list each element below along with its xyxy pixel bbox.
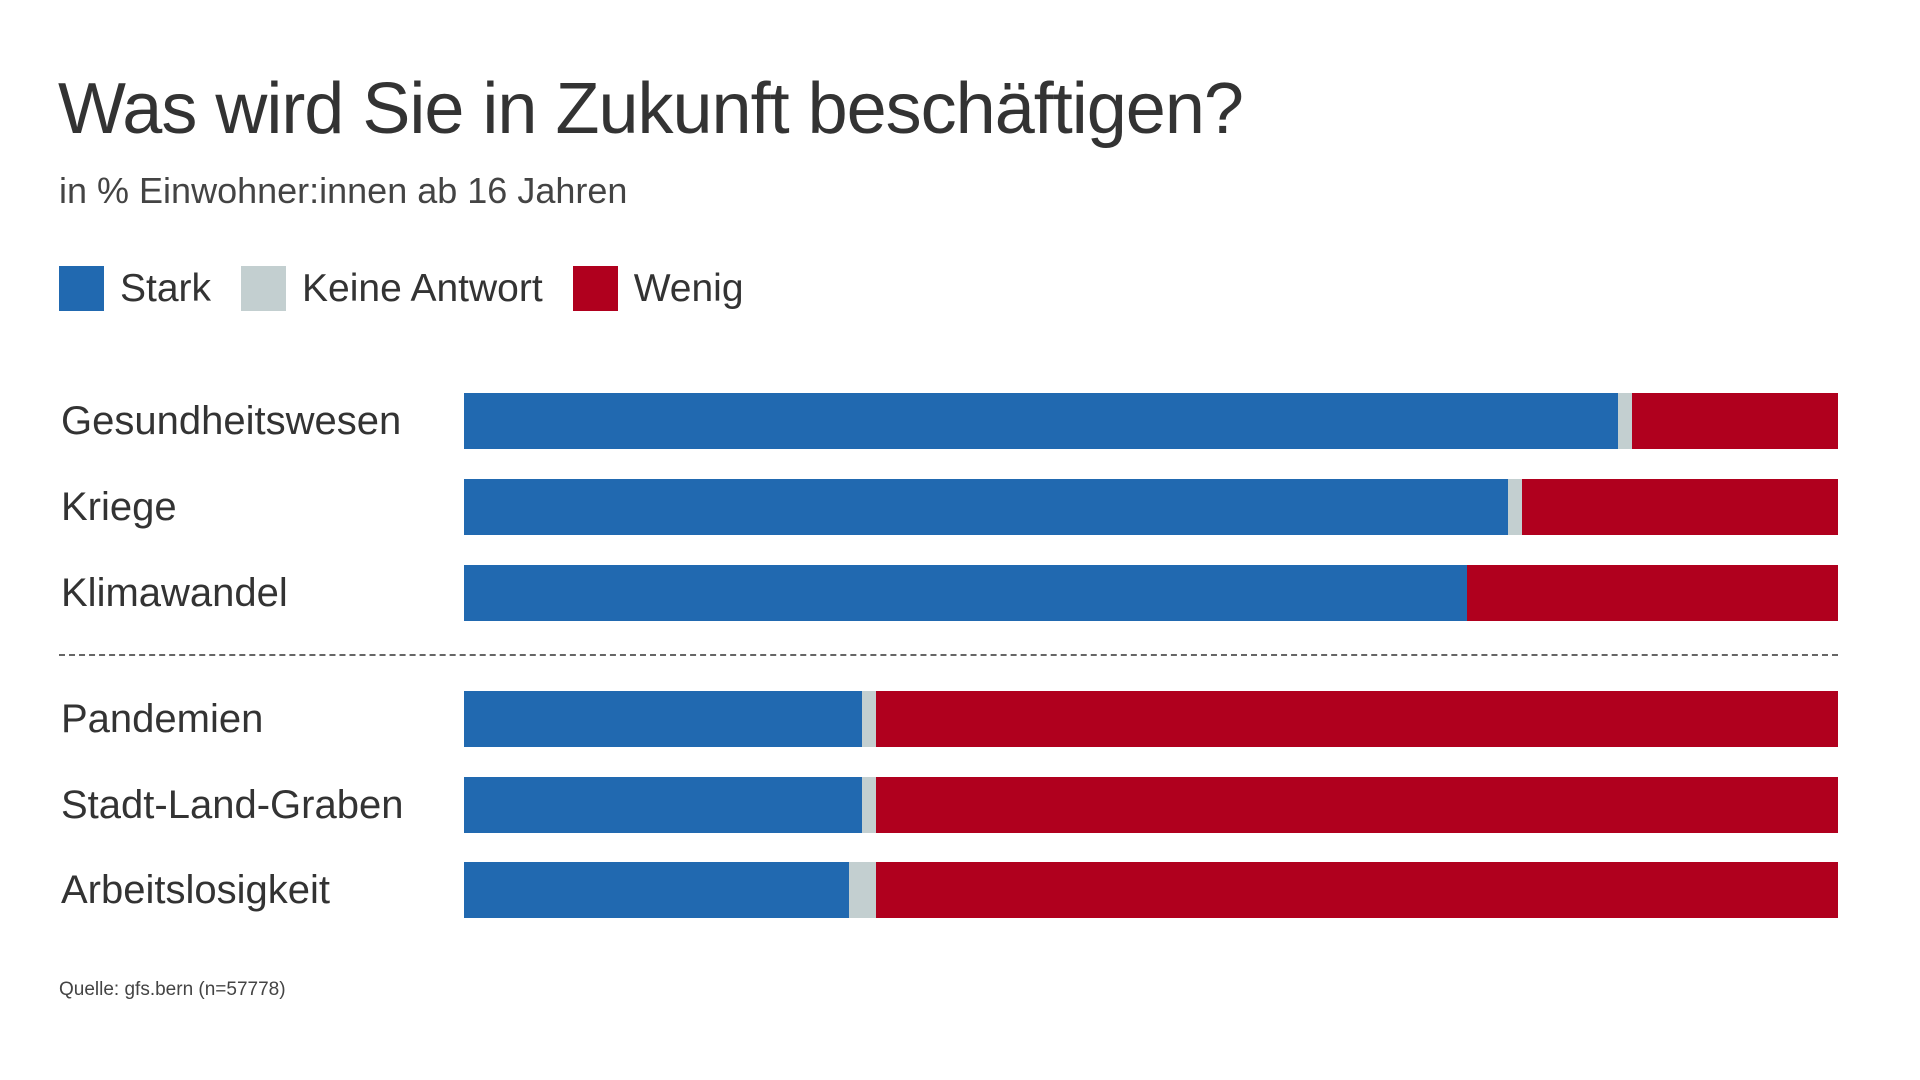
legend-label: Keine Antwort [302,266,543,310]
group-divider [59,654,1838,656]
stacked-bar [464,862,1838,918]
category-label: Stadt-Land-Graben [61,783,404,827]
category-label: Pandemien [61,697,264,741]
stacked-bar [464,479,1838,535]
stacked-bar [464,777,1838,833]
legend-swatch-wenig [572,266,618,311]
legend-label: Wenig [633,266,744,310]
bar-segment-stark [464,862,849,918]
category-label: Gesundheitswesen [61,399,402,443]
bar-segment-wenig [876,691,1838,747]
legend-swatch-stark [59,266,104,311]
bar-segment-stark [464,777,863,833]
bar-segment-wenig [876,777,1838,833]
chart-subtitle: in % Einwohner:innen ab 16 Jahren [59,170,628,211]
bar-segment-wenig [1467,565,1838,621]
bar-segment-keine-antwort [862,691,877,747]
stacked-bar [464,393,1838,449]
legend-label: Stark [120,266,212,310]
source-note: Quelle: gfs.bern (n=57778) [59,979,286,1000]
bar-segment-keine-antwort [1508,479,1522,535]
legend-item-keine-antwort: Keine Antwort [241,266,543,311]
chart-title: Was wird Sie in Zukunft beschäftigen? [58,69,1244,149]
bar-segment-wenig [1631,393,1838,449]
bar-segment-wenig [876,862,1838,918]
bar-segment-keine-antwort [862,777,877,833]
category-label: Arbeitslosigkeit [61,868,331,912]
legend-swatch-keine-antwort [241,266,287,311]
legend-item-wenig: Wenig [572,266,744,311]
category-label: Klimawandel [61,571,288,615]
legend-item-stark: Stark [59,266,211,311]
bar-segment-stark [464,565,1468,621]
bar-segment-keine-antwort [1618,393,1632,449]
bar-segment-stark [464,479,1509,535]
bar-segment-keine-antwort [848,862,877,918]
legend: Stark Keine Antwort Wenig [59,266,774,311]
stacked-bar [464,565,1838,621]
bar-segment-wenig [1521,479,1838,535]
stacked-bar [464,691,1838,747]
bar-segment-stark [464,393,1619,449]
category-label: Kriege [61,485,177,529]
bar-segment-stark [464,691,863,747]
